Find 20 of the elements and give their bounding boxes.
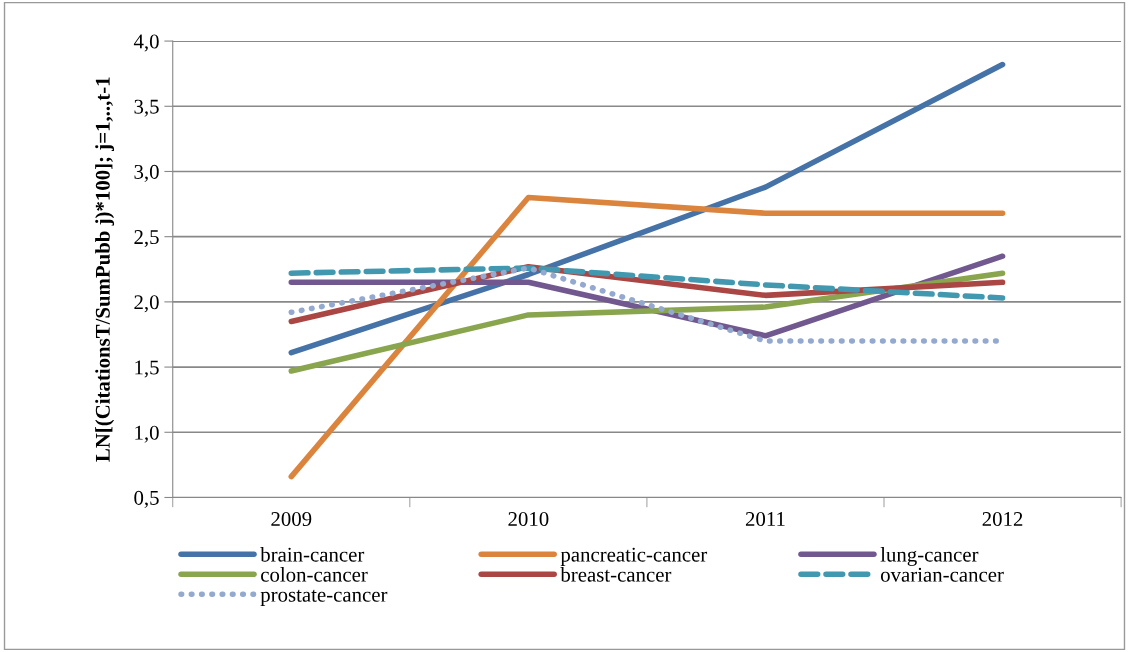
- y-tick-label: 1,5: [135, 360, 159, 378]
- y-tick-label: 0,5: [134, 490, 159, 508]
- legend-label: pancreatic-cancer: [560, 547, 708, 566]
- legend-label: brain-cancer: [260, 547, 365, 562]
- y-tick-label: 4,0: [133, 34, 159, 52]
- legend-label: prostate-cancer: [260, 589, 388, 607]
- y-tick-label: 3,0: [134, 164, 159, 182]
- x-tick-label: 2010: [508, 511, 549, 527]
- legend-label: colon-cancer: [261, 567, 368, 582]
- x-tick-label: 2012: [982, 511, 1023, 527]
- y-tick-label: 2,5: [134, 230, 159, 248]
- x-tick-label: 2009: [271, 511, 312, 527]
- legend-label: ovarian-cancer: [880, 567, 1004, 582]
- legend-label: lung-cancer: [880, 547, 979, 566]
- y-tick-label: 1,0: [135, 425, 159, 443]
- x-tick-label: 2011: [745, 511, 785, 527]
- y-tick-label: 3,5: [134, 99, 159, 117]
- legend-label: breast-cancer: [560, 567, 672, 582]
- y-tick-label: 2,0: [134, 295, 159, 313]
- y-axis-title: LN[(CitationsT/SumPubb j)*100]; j=1,..,t-1: [95, 77, 115, 462]
